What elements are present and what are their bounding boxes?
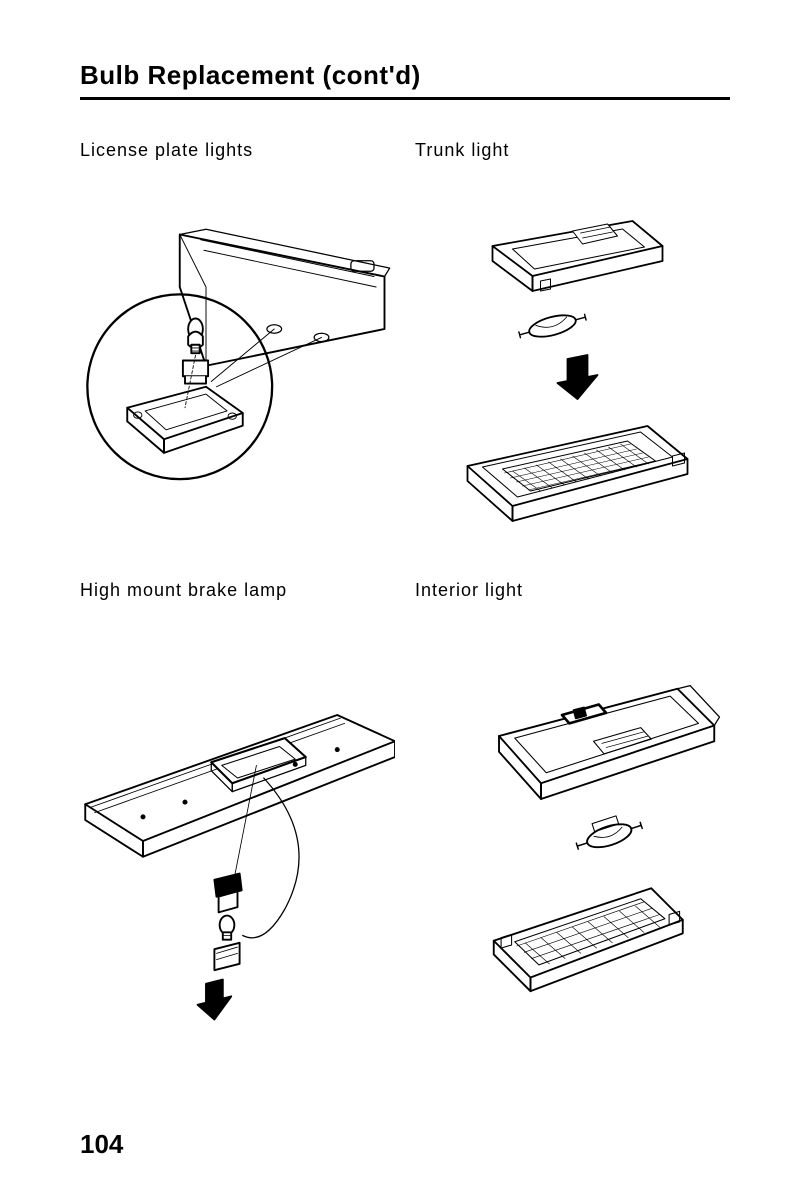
label-high-mount-brake-lamp: High mount brake lamp	[80, 580, 395, 601]
label-interior-light: Interior light	[415, 580, 730, 601]
diagram-interior-light	[415, 631, 730, 1051]
cell-interior-light: Interior light	[415, 580, 730, 1060]
diagram-license-plate-lights	[80, 191, 395, 551]
diagram-high-mount-brake-lamp	[80, 631, 395, 1051]
label-license-plate-lights: License plate lights	[80, 140, 395, 161]
diagram-grid: License plate lights	[80, 140, 730, 1060]
page-title: Bulb Replacement (cont'd)	[80, 60, 730, 100]
cell-trunk-light: Trunk light	[415, 140, 730, 560]
cell-high-mount-brake-lamp: High mount brake lamp	[80, 580, 395, 1060]
page-number: 104	[80, 1129, 123, 1160]
diagram-trunk-light	[415, 191, 730, 551]
cell-license-plate-lights: License plate lights	[80, 140, 395, 560]
label-trunk-light: Trunk light	[415, 140, 730, 161]
